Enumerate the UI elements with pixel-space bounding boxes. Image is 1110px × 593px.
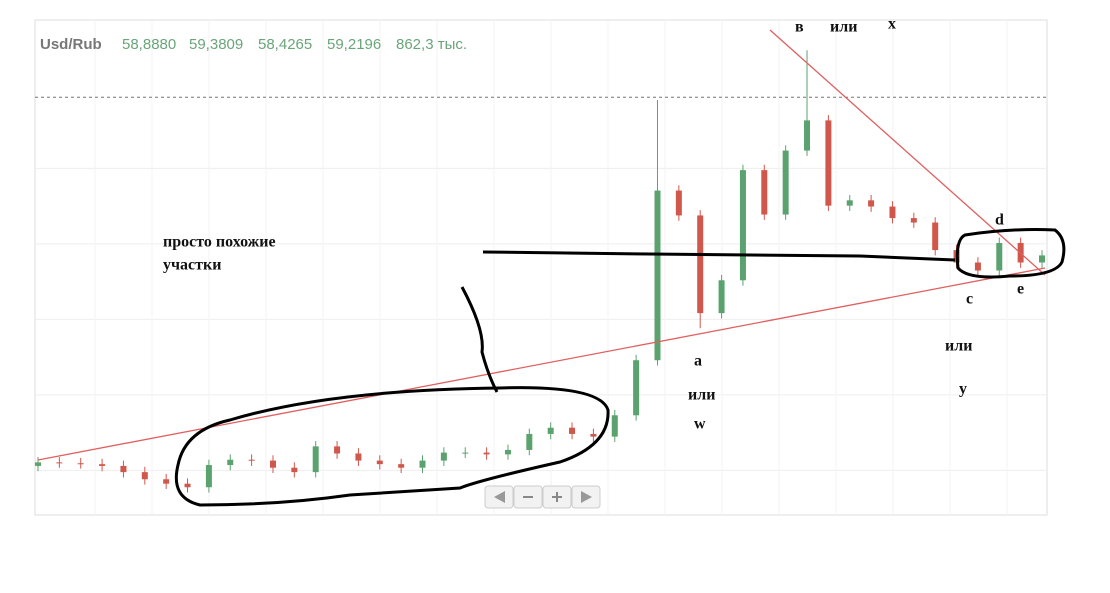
candle-body [526,433,533,450]
drawing [174,228,1066,507]
icon [552,492,562,502]
candle-body [675,190,682,216]
candle-body [355,453,362,461]
candle-body [291,467,298,473]
candle-body [440,452,447,461]
candle-body [825,120,832,206]
open: 58,8880 [122,36,176,53]
candle-body [398,464,405,468]
candle-body [739,170,746,281]
candle-body [334,446,341,454]
annotation: e [1017,281,1024,298]
candle-body [932,222,939,251]
candle-body [868,200,875,207]
candle-body [35,462,41,466]
candle-body [846,200,853,206]
candle-body [654,190,661,361]
candle-body [910,218,917,223]
annotation: или [688,387,715,404]
candle-body [120,465,127,473]
candle-body [205,465,212,488]
candle-body [56,462,63,464]
candle-body [996,242,1003,271]
annotation: y [959,381,967,398]
annotation: x [888,16,896,33]
candle-body [483,452,490,455]
candle-body [248,459,255,461]
candle-body [99,464,106,466]
annotation: d [995,212,1004,229]
candle-body [804,120,811,151]
grid [35,20,1047,515]
candles [35,50,1045,493]
zoom-controls [484,485,601,509]
annotation: участки [163,257,221,274]
icon [581,491,592,503]
annotation: или [945,338,972,355]
low: 58,4265 [258,36,312,53]
candle-body [227,459,234,466]
candle-body [504,449,511,455]
candle-body [184,483,191,488]
candle-body [697,215,704,314]
candle-body [889,206,896,219]
icon [494,491,505,503]
candle-body [1039,255,1045,263]
candle-body [269,460,276,468]
candle-body [974,262,981,271]
candle-body [569,427,576,434]
annotation: c [966,291,973,308]
trend-line [769,29,1046,276]
candle-body [77,463,84,465]
candle-body [419,460,426,468]
candle-body [312,446,319,473]
candle-body [163,479,170,484]
candle-body [611,415,618,437]
annotation: a [694,353,702,370]
candle-body [376,460,383,465]
close: 59,2196 [327,36,381,53]
candle-body [141,472,148,480]
annotation: в [795,19,804,36]
annotation: или [830,19,857,36]
candle-body [782,150,789,215]
annotation: w [694,416,706,433]
high: 59,3809 [189,36,243,53]
candle-body [633,360,640,416]
candle-body [547,427,554,434]
candle-body [718,280,725,314]
candle-body [761,170,768,215]
candle-body [462,452,469,454]
annotation: просто похожие [163,234,276,251]
symbol: Usd/Rub [40,36,102,53]
plot-frame [34,19,1048,516]
candle-body [590,433,597,437]
volume: 862,3 тыс. [396,36,467,53]
